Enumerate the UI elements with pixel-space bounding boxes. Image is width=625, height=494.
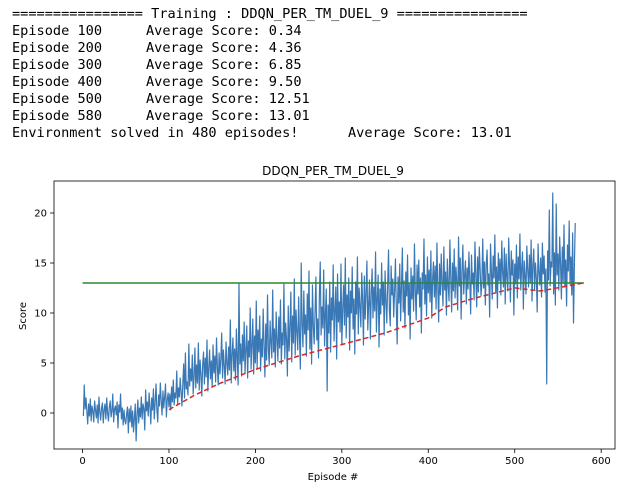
log-episode: Episode 400 [12,74,103,90]
x-tick-label: 200 [246,456,265,467]
log-score: Average Score: 4.36 [146,40,302,56]
log-row: Episode 200 Average Score: 4.36 [12,40,528,57]
x-axis: 0 100 200 300 400 500 600 [79,449,611,467]
y-axis: 0 5 10 15 20 [34,209,54,420]
x-axis-label: Episode # [308,472,359,483]
y-tick-label: 5 [41,359,47,370]
x-tick-label: 100 [159,456,178,467]
x-tick-label: 600 [592,456,611,467]
log-score: Average Score: 9.50 [146,74,302,90]
y-tick-label: 0 [41,409,47,420]
series-layer [82,192,585,442]
log-episode: Episode 300 [12,57,103,73]
training-log: ================ Training : DDQN_PER_TM_… [12,6,528,142]
score-line [82,192,576,442]
plot-frame [53,180,616,450]
x-tick-label: 0 [79,456,85,467]
log-solved-row: Environment solved in 480 episodes! Avera… [12,125,528,142]
y-tick-label: 15 [34,259,47,270]
log-solved: Environment solved in 480 episodes! [12,125,299,141]
y-tick-label: 20 [34,209,47,220]
log-header: ================ Training : DDQN_PER_TM_… [12,6,528,22]
x-tick-label: 400 [419,456,438,467]
y-axis-label: Score [18,302,29,330]
log-row: Episode 300 Average Score: 6.85 [12,57,528,74]
log-solved-score: Average Score: 13.01 [348,125,512,141]
log-episode: Episode 500 [12,91,103,107]
log-score: Average Score: 13.01 [146,108,310,124]
log-row: Episode 400 Average Score: 9.50 [12,74,528,91]
average-line [168,282,585,411]
log-row: Episode 100 Average Score: 0.34 [12,23,528,40]
log-score: Average Score: 6.85 [146,57,302,73]
x-tick-label: 500 [505,456,524,467]
chart-title: DDQN_PER_TM_DUEL_9 [262,164,404,178]
log-episode: Episode 200 [12,40,103,56]
x-tick-label: 300 [332,456,351,467]
log-score: Average Score: 0.34 [146,23,302,39]
log-episode: Episode 100 [12,23,103,39]
log-row: Episode 500 Average Score: 12.51 [12,91,528,108]
log-score: Average Score: 12.51 [146,91,310,107]
y-tick-label: 10 [34,309,47,320]
log-episode: Episode 580 [12,108,103,124]
log-row: Episode 580 Average Score: 13.01 [12,108,528,125]
